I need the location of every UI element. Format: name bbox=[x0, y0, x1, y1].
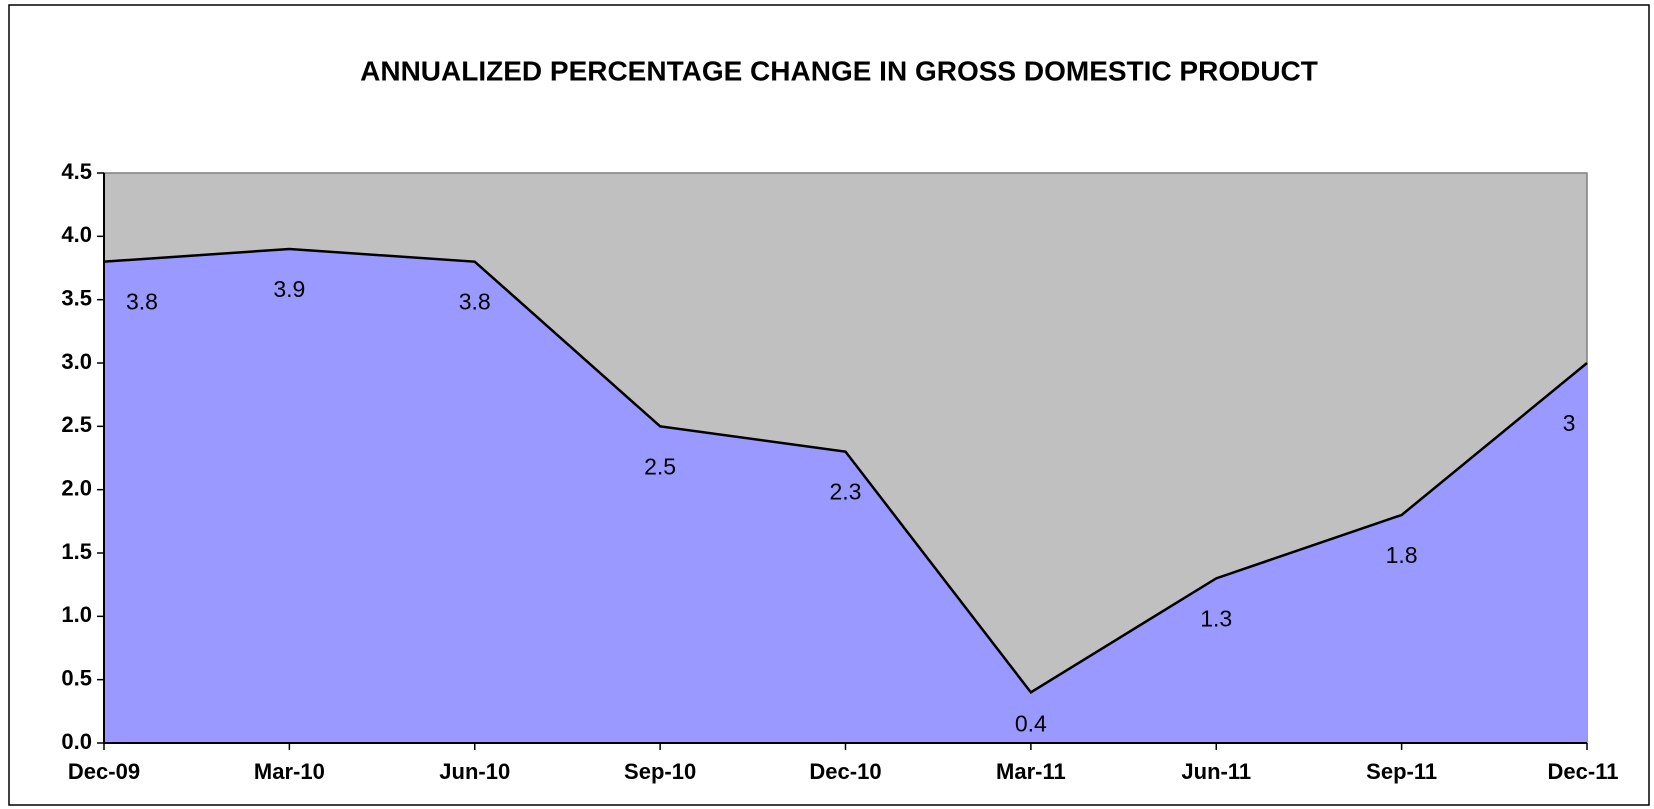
data-label: 2.3 bbox=[830, 479, 862, 505]
x-tick-label: Jun-10 bbox=[439, 759, 510, 784]
y-tick-label: 3.0 bbox=[61, 349, 92, 374]
y-tick-label: 4.5 bbox=[61, 159, 92, 184]
data-label: 3.8 bbox=[126, 289, 158, 315]
data-label: 1.3 bbox=[1200, 605, 1232, 631]
data-label: 2.5 bbox=[644, 453, 676, 479]
data-label: 1.8 bbox=[1386, 542, 1418, 568]
y-tick-label: 4.0 bbox=[61, 222, 92, 247]
y-tick-label: 2.0 bbox=[61, 475, 92, 500]
data-label: 3 bbox=[1563, 410, 1576, 436]
x-tick-label: Dec-10 bbox=[809, 759, 881, 784]
x-tick-label: Mar-11 bbox=[996, 759, 1066, 784]
x-tick-label: Jun-11 bbox=[1181, 759, 1251, 784]
data-label: 3.9 bbox=[273, 276, 305, 302]
y-tick-label: 1.0 bbox=[61, 602, 92, 627]
x-tick-label: Mar-10 bbox=[254, 759, 325, 784]
x-tick-label: Sep-10 bbox=[624, 759, 696, 784]
data-label: 0.4 bbox=[1015, 710, 1047, 736]
y-tick-label: 2.5 bbox=[61, 412, 92, 437]
x-tick-label: Sep-11 bbox=[1366, 759, 1437, 784]
chart-title: ANNUALIZED PERCENTAGE CHANGE IN GROSS DO… bbox=[360, 55, 1318, 86]
y-tick-label: 3.5 bbox=[61, 285, 92, 310]
y-tick-label: 0.0 bbox=[61, 729, 92, 754]
data-label: 3.8 bbox=[459, 289, 491, 315]
area-line bbox=[103, 247, 1588, 694]
y-tick-label: 0.5 bbox=[61, 665, 92, 690]
x-tick-label: Dec-09 bbox=[68, 759, 140, 784]
area bbox=[104, 249, 1587, 743]
x-tick-label: Dec-11 bbox=[1548, 759, 1619, 784]
y-tick-label: 1.5 bbox=[61, 539, 92, 564]
